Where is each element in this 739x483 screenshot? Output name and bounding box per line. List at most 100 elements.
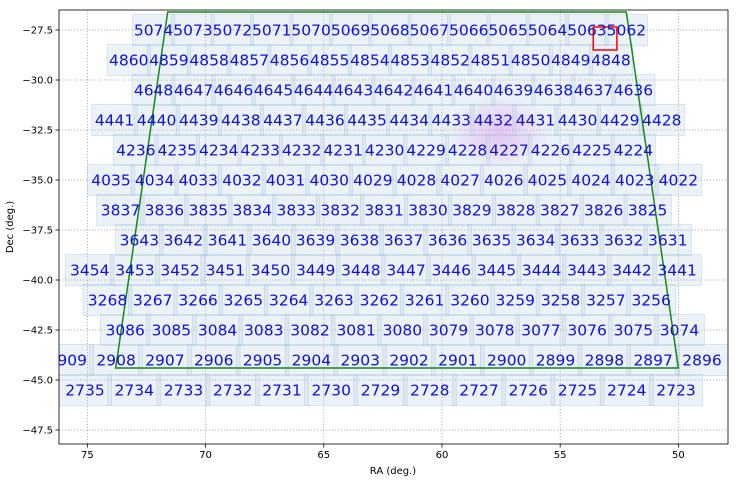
field-tile bbox=[523, 164, 572, 196]
field-label: 3260 bbox=[450, 292, 489, 310]
survey-footprint-outline bbox=[114, 11, 680, 369]
field-label: 4859 bbox=[149, 52, 188, 70]
y-tick-label: −47.5 bbox=[22, 426, 53, 437]
field-tile bbox=[467, 224, 516, 256]
x-tick-label: 60 bbox=[436, 450, 449, 461]
field-label: 3264 bbox=[269, 292, 308, 310]
field-tile bbox=[320, 134, 366, 166]
field-label: 4441 bbox=[95, 112, 134, 130]
field-tile bbox=[643, 224, 692, 256]
field-tile bbox=[479, 164, 528, 196]
field-tile bbox=[569, 134, 615, 166]
field-tile bbox=[654, 314, 705, 346]
field-label: 4233 bbox=[241, 142, 280, 160]
field-tile bbox=[353, 374, 408, 406]
field-tile bbox=[290, 254, 341, 286]
field-tile bbox=[140, 194, 189, 226]
field-tile bbox=[210, 14, 254, 46]
field-tile bbox=[131, 74, 176, 106]
field-label: 4642 bbox=[374, 82, 413, 100]
field-label: 4854 bbox=[350, 52, 389, 70]
grid-lines bbox=[59, 10, 728, 444]
field-tile bbox=[203, 224, 252, 256]
field-label: 4030 bbox=[309, 172, 348, 190]
field-tile bbox=[379, 224, 428, 256]
field-tile bbox=[154, 134, 200, 166]
field-tile bbox=[107, 374, 162, 406]
y-axis-label: Dec (deg.) bbox=[5, 201, 16, 253]
field-label: 4023 bbox=[615, 172, 654, 190]
field-label: 3449 bbox=[296, 262, 335, 280]
field-tile bbox=[333, 344, 387, 376]
field-tile bbox=[381, 254, 431, 286]
field-tile bbox=[599, 224, 648, 256]
field-label: 5066 bbox=[449, 22, 488, 40]
field-tile bbox=[305, 164, 354, 196]
field-tile bbox=[218, 164, 266, 196]
field-tile bbox=[307, 44, 352, 76]
field-label: 3835 bbox=[189, 202, 228, 220]
field-tile bbox=[217, 104, 264, 136]
x-tick-label: 55 bbox=[554, 450, 567, 461]
field-label: 2723 bbox=[656, 382, 695, 400]
field-tile bbox=[652, 254, 702, 286]
field-label: 4437 bbox=[263, 112, 302, 130]
field-label: 3633 bbox=[560, 232, 599, 250]
field-tile bbox=[187, 344, 241, 376]
field-label: 3265 bbox=[224, 292, 263, 310]
field-label: 2902 bbox=[389, 352, 428, 370]
field-tile bbox=[133, 104, 180, 136]
field-label: 2729 bbox=[361, 382, 400, 400]
field-tile bbox=[259, 104, 306, 136]
field-label: 4852 bbox=[431, 52, 470, 70]
x-tick-label: 70 bbox=[199, 450, 212, 461]
field-labels: 5074 5073 5072 5071 5070 5069 5068 5067 5066 5065… bbox=[59, 22, 722, 400]
field-tile bbox=[196, 134, 242, 166]
field-tile bbox=[354, 284, 405, 316]
field-label: 4025 bbox=[528, 172, 567, 190]
field-label: 4855 bbox=[310, 52, 349, 70]
field-label: 4637 bbox=[574, 82, 613, 100]
field-label: 4638 bbox=[534, 82, 573, 100]
field-label: 3083 bbox=[244, 322, 283, 340]
field-label: 5073 bbox=[173, 22, 212, 40]
field-label: 4858 bbox=[189, 52, 228, 70]
field-tile bbox=[508, 44, 553, 76]
field-tile bbox=[626, 284, 676, 316]
field-tile bbox=[535, 284, 586, 316]
y-tick-label: −42.5 bbox=[22, 326, 53, 337]
field-label: 3445 bbox=[477, 262, 516, 280]
field-label: 2732 bbox=[213, 382, 252, 400]
field-tile bbox=[471, 254, 522, 286]
field-tile bbox=[159, 224, 208, 256]
field-label: 4236 bbox=[116, 142, 155, 160]
field-label: 2724 bbox=[607, 382, 646, 400]
field-label: 5062 bbox=[607, 22, 646, 40]
field-tile bbox=[130, 164, 179, 196]
field-label: 2908 bbox=[96, 352, 135, 370]
field-label: 3834 bbox=[233, 202, 272, 220]
field-label: 4440 bbox=[137, 112, 176, 130]
field-tile bbox=[411, 74, 456, 106]
field-label: 4851 bbox=[471, 52, 510, 70]
field-tile bbox=[173, 284, 223, 316]
field-tile bbox=[447, 194, 496, 226]
field-tile bbox=[426, 254, 476, 286]
y-tick-label: −45.0 bbox=[22, 376, 53, 387]
field-label: 3444 bbox=[522, 262, 561, 280]
field-tile bbox=[565, 14, 609, 46]
field-label: 5069 bbox=[331, 22, 370, 40]
field-label: 3634 bbox=[516, 232, 555, 250]
field-label: 4645 bbox=[254, 82, 293, 100]
field-tile bbox=[579, 194, 628, 226]
y-tick-label: −27.5 bbox=[22, 26, 53, 37]
field-tile bbox=[267, 44, 312, 76]
field-label: 4849 bbox=[551, 52, 590, 70]
field-label: 4860 bbox=[109, 52, 148, 70]
field-tile bbox=[192, 314, 243, 346]
field-tile bbox=[555, 224, 604, 256]
field-label: 4228 bbox=[448, 142, 487, 160]
field-tile bbox=[511, 224, 560, 256]
field-label: 2901 bbox=[438, 352, 477, 370]
field-label: 4229 bbox=[406, 142, 445, 160]
